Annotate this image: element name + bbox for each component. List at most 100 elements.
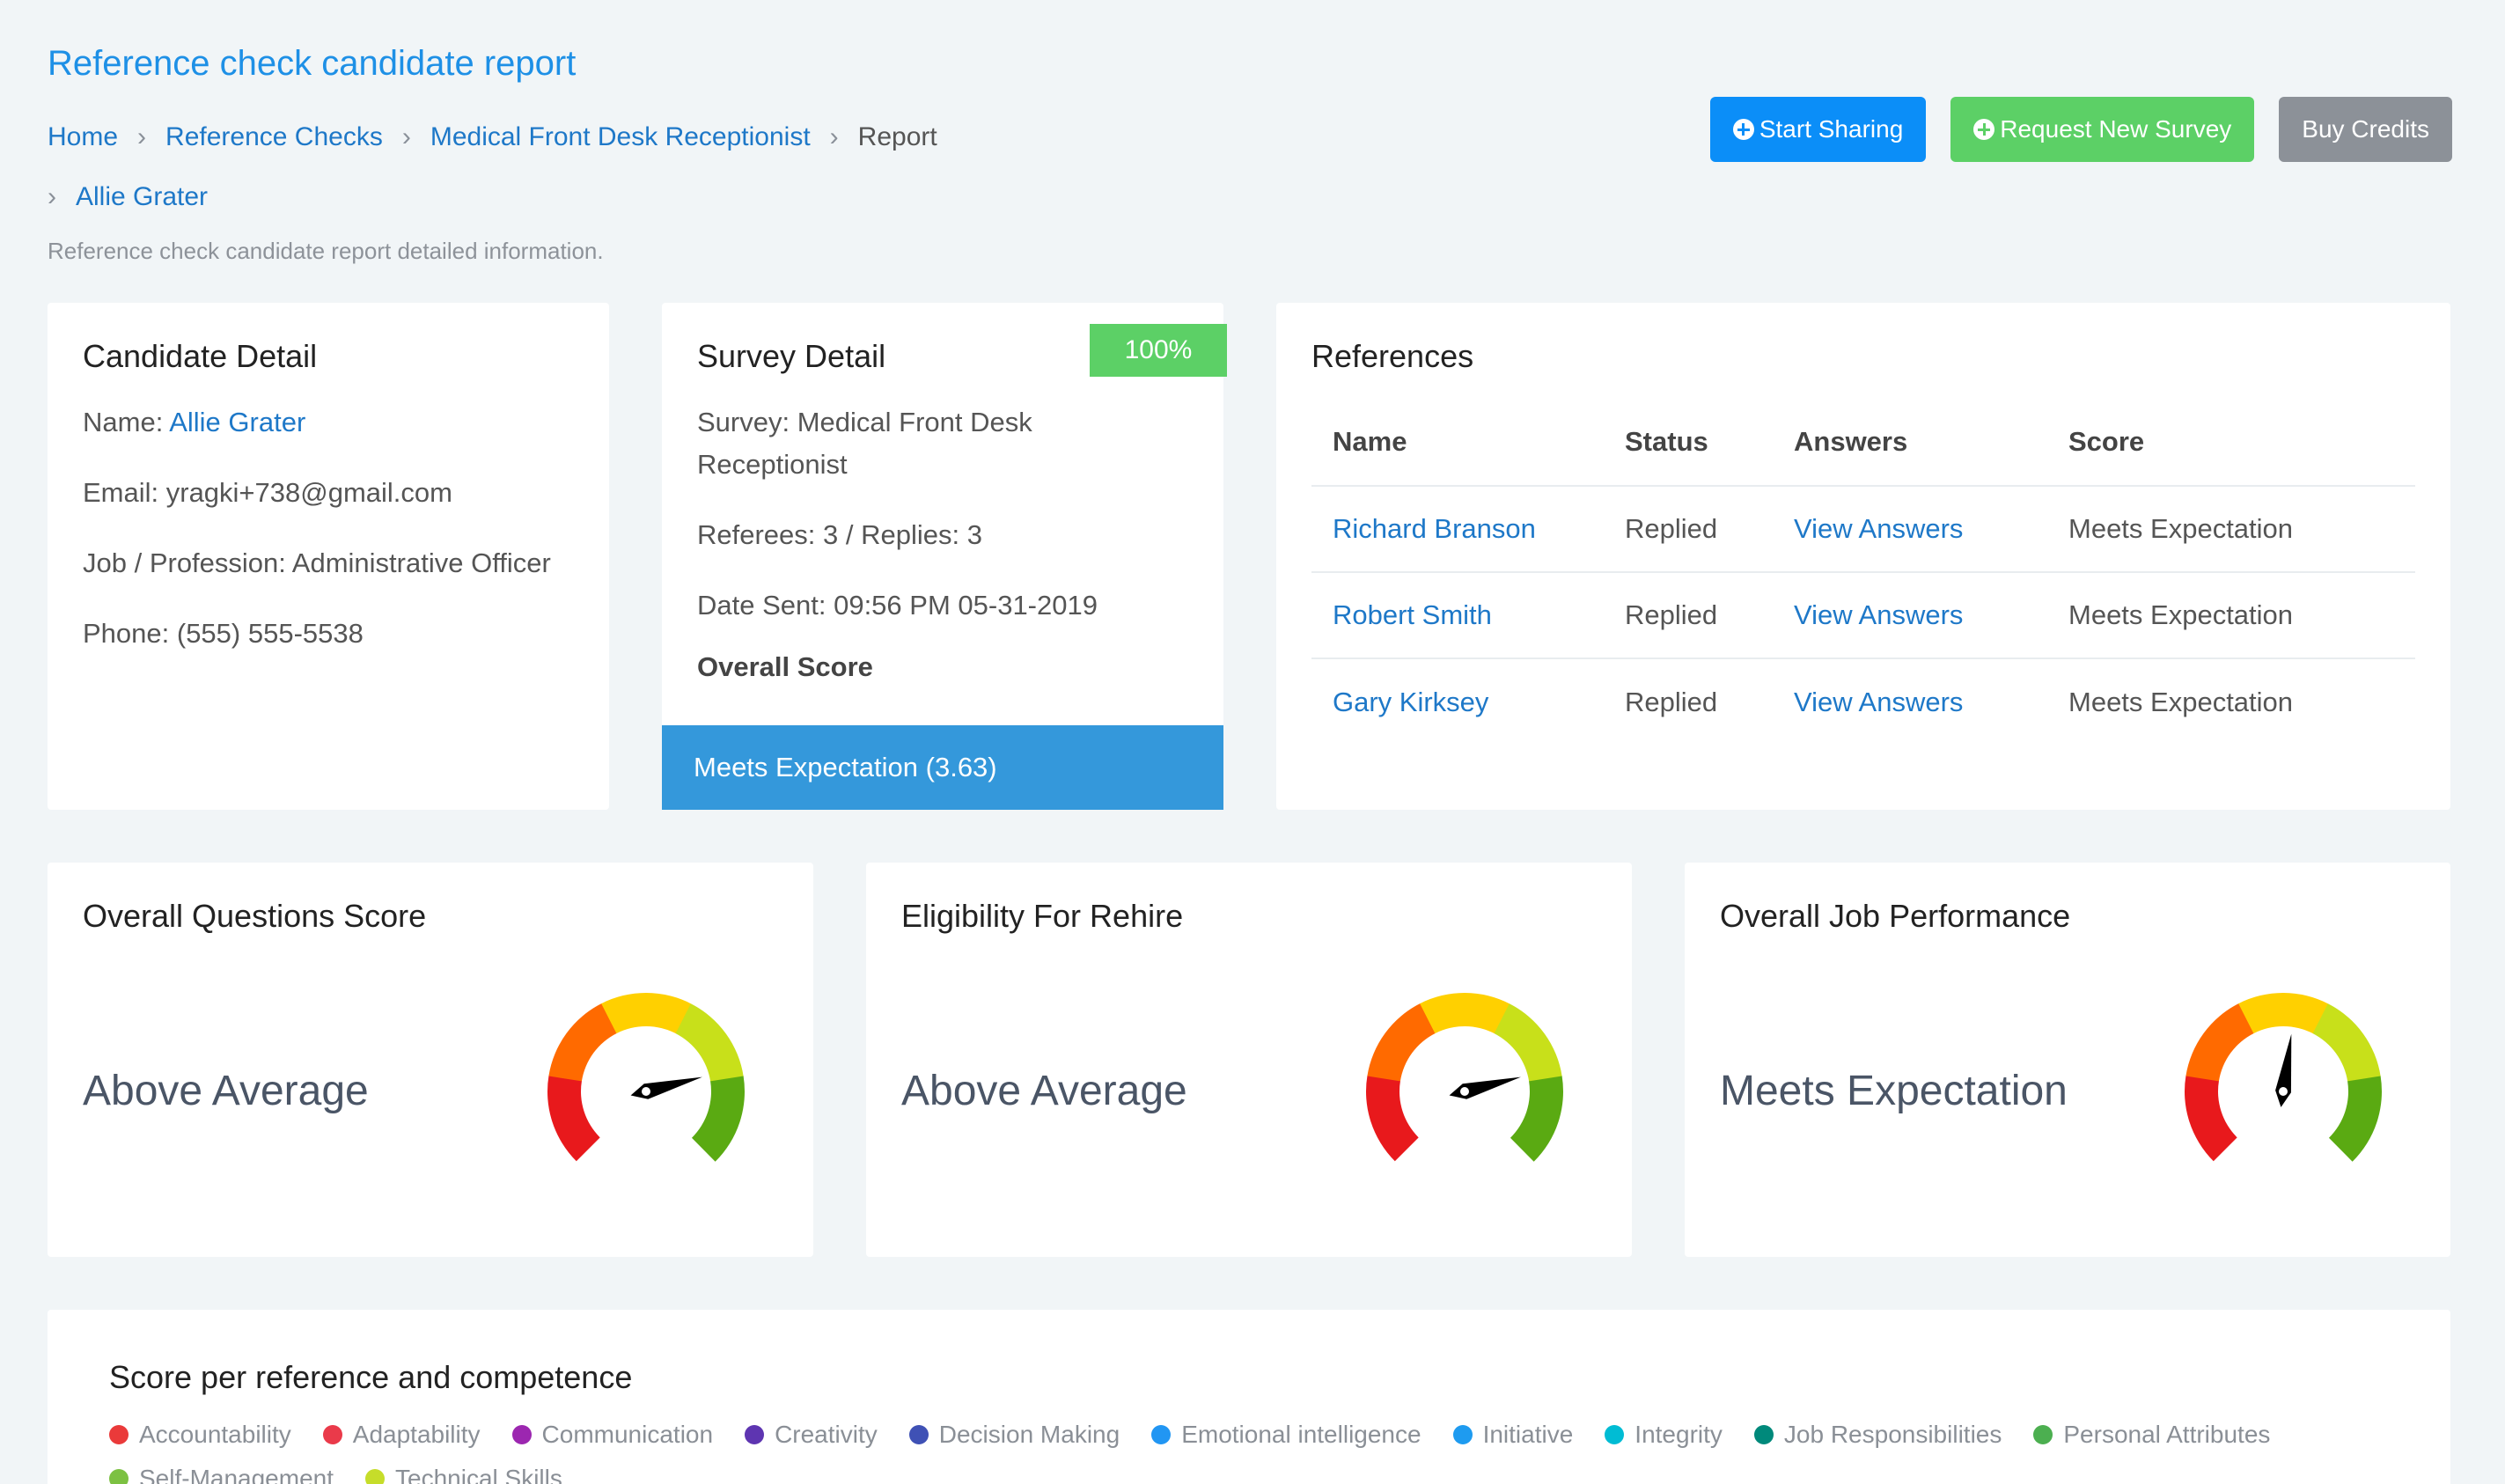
gauge-value: Above Average bbox=[83, 1068, 369, 1114]
legend-dot-icon bbox=[322, 1425, 342, 1444]
gauge-title: Eligibility For Rehire bbox=[901, 898, 1184, 934]
legend-dot-icon bbox=[2033, 1425, 2053, 1444]
gauge-segment bbox=[2238, 993, 2329, 1034]
legend-dot-icon bbox=[109, 1425, 129, 1444]
breadcrumb-item-survey[interactable]: › Medical Front Desk Receptionist bbox=[402, 107, 811, 167]
legend-item[interactable]: Accountability bbox=[109, 1421, 291, 1449]
reference-score: Meets Expectation bbox=[2068, 572, 2415, 659]
legend-label: Communication bbox=[541, 1421, 714, 1448]
gauge-segment bbox=[1494, 1003, 1562, 1082]
gauge-hub bbox=[2279, 1087, 2288, 1096]
reference-name-link[interactable]: Gary Kirksey bbox=[1333, 686, 1489, 717]
chevron-right-icon: › bbox=[829, 122, 839, 151]
table-row: Richard Branson Replied View Answers Mee… bbox=[1311, 486, 2415, 573]
candidate-name: Name: Allie Grater bbox=[83, 401, 574, 444]
legend-label: Emotional intelligence bbox=[1181, 1421, 1421, 1448]
gauge-needle-icon bbox=[630, 1076, 702, 1099]
eligibility-for-rehire-card: Eligibility For Rehire Above Average bbox=[866, 863, 1632, 1257]
overall-job-performance-card: Overall Job Performance Meets Expectatio… bbox=[1685, 863, 2450, 1257]
reference-name-link[interactable]: Richard Branson bbox=[1333, 513, 1536, 544]
view-answers-link[interactable]: View Answers bbox=[1794, 599, 1964, 630]
legend-label: Job Responsibilities bbox=[1783, 1421, 2002, 1448]
references-title: References bbox=[1311, 338, 1474, 374]
breadcrumb-link-survey[interactable]: Medical Front Desk Receptionist bbox=[430, 122, 811, 151]
gauge-chart bbox=[547, 993, 745, 1162]
overall-score-label: Overall Score bbox=[697, 651, 873, 682]
reference-status: Replied bbox=[1625, 686, 1718, 717]
request-new-survey-button[interactable]: Request New Survey bbox=[1950, 97, 2255, 162]
references-card: References Name Status Answers Score Ric… bbox=[1276, 303, 2450, 810]
gauge-hub bbox=[642, 1087, 650, 1096]
gauge-segment bbox=[691, 1076, 745, 1162]
header-actions: Start Sharing Request New Survey Buy Cre… bbox=[1709, 97, 2452, 162]
breadcrumb-current-report: Report bbox=[857, 122, 937, 151]
legend-item[interactable]: Initiative bbox=[1452, 1421, 1573, 1449]
column-header-name: Name bbox=[1311, 398, 1625, 487]
legend-dot-icon bbox=[365, 1469, 386, 1484]
candidate-detail-title: Candidate Detail bbox=[83, 338, 318, 374]
gauge-title: Overall Job Performance bbox=[1720, 898, 2071, 934]
legend-item[interactable]: Decision Making bbox=[908, 1421, 1120, 1449]
gauge-hub bbox=[1460, 1087, 1469, 1096]
score-per-reference-card: Score per reference and competence Accou… bbox=[48, 1310, 2450, 1484]
chevron-right-icon: › bbox=[401, 122, 411, 151]
table-row: Gary Kirksey Replied View Answers Meets … bbox=[1311, 658, 2415, 745]
column-header-score: Score bbox=[2068, 398, 2415, 487]
page-subtitle: Reference check candidate report detaile… bbox=[48, 238, 604, 264]
gauge-segment bbox=[1510, 1076, 1563, 1162]
reference-score: Meets Expectation bbox=[2068, 486, 2415, 573]
legend-item[interactable]: Personal Attributes bbox=[2033, 1421, 2270, 1449]
breadcrumb-link-home[interactable]: Home bbox=[48, 122, 119, 151]
survey-detail-title: Survey Detail bbox=[697, 338, 886, 374]
breadcrumb-item-reference-checks[interactable]: › Reference Checks bbox=[137, 107, 383, 167]
legend-label: Technical Skills bbox=[395, 1465, 562, 1484]
legend-item[interactable]: Job Responsibilities bbox=[1753, 1421, 2002, 1449]
survey-referees: Referees: 3 / Replies: 3 bbox=[697, 519, 982, 550]
breadcrumb-item-home[interactable]: › Home bbox=[48, 107, 118, 167]
gauge-needle-icon bbox=[2275, 1033, 2292, 1107]
legend-dot-icon bbox=[1605, 1425, 1625, 1444]
candidate-detail-card: Candidate Detail Name: Allie Grater Emai… bbox=[48, 303, 609, 810]
legend-item[interactable]: Self-Management bbox=[109, 1465, 334, 1484]
chevron-right-icon: › bbox=[137, 122, 147, 151]
overall-questions-score-card: Overall Questions Score Above Average bbox=[48, 863, 813, 1257]
gauge-segment bbox=[1366, 1075, 1419, 1162]
breadcrumb-item-candidate[interactable]: › Allie Grater bbox=[48, 167, 208, 227]
legend-dot-icon bbox=[1753, 1425, 1774, 1444]
survey-name: Survey: Medical Front Desk Receptionist bbox=[697, 407, 1032, 480]
legend-label: Adaptability bbox=[352, 1421, 481, 1448]
score-section-title: Score per reference and competence bbox=[109, 1359, 633, 1395]
gauge-segment bbox=[2312, 1003, 2381, 1082]
legend-item[interactable]: Adaptability bbox=[322, 1421, 481, 1449]
breadcrumb-link-candidate[interactable]: Allie Grater bbox=[76, 182, 209, 211]
gauge-segment bbox=[2185, 1075, 2237, 1162]
legend-item[interactable]: Technical Skills bbox=[365, 1465, 562, 1484]
candidate-name-link[interactable]: Allie Grater bbox=[169, 407, 306, 437]
legend-item[interactable]: Creativity bbox=[745, 1421, 878, 1449]
reference-name-link[interactable]: Robert Smith bbox=[1333, 599, 1492, 630]
gauge-segment bbox=[1367, 1003, 1436, 1082]
legend-item[interactable]: Communication bbox=[511, 1421, 714, 1449]
buy-credits-button[interactable]: Buy Credits bbox=[2279, 97, 2452, 162]
gauge-title: Overall Questions Score bbox=[83, 898, 427, 934]
gauge-value: Above Average bbox=[901, 1068, 1187, 1114]
legend-dot-icon bbox=[1151, 1425, 1172, 1444]
legend-label: Creativity bbox=[775, 1421, 878, 1448]
chevron-right-icon: › bbox=[48, 182, 56, 211]
view-answers-link[interactable]: View Answers bbox=[1794, 513, 1964, 544]
legend-label: Self-Management bbox=[139, 1465, 334, 1484]
survey-detail-card: 100% Survey Detail Survey: Medical Front… bbox=[662, 303, 1227, 810]
breadcrumb: › Home › Reference Checks › Medical Fron… bbox=[48, 107, 1069, 227]
breadcrumb-link-reference-checks[interactable]: Reference Checks bbox=[165, 122, 383, 151]
gauge-segment bbox=[2185, 1003, 2254, 1082]
legend-item[interactable]: Integrity bbox=[1605, 1421, 1723, 1449]
completion-badge: 100% bbox=[1090, 324, 1227, 377]
legend-item[interactable]: Emotional intelligence bbox=[1151, 1421, 1421, 1449]
legend-dot-icon bbox=[109, 1469, 129, 1484]
plus-circle-icon bbox=[1973, 119, 1995, 140]
request-new-survey-label: Request New Survey bbox=[2000, 115, 2232, 143]
gauge-segment bbox=[2328, 1076, 2382, 1162]
start-sharing-button[interactable]: Start Sharing bbox=[1709, 97, 1927, 162]
gauge-chart bbox=[1366, 993, 1563, 1162]
view-answers-link[interactable]: View Answers bbox=[1794, 686, 1964, 717]
